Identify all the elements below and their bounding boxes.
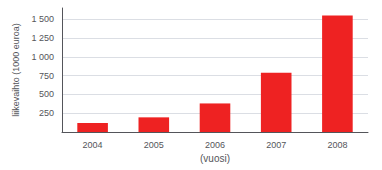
svg-text:2005: 2005 bbox=[144, 140, 164, 150]
svg-text:750: 750 bbox=[39, 71, 54, 81]
svg-text:250: 250 bbox=[39, 108, 54, 118]
svg-text:1 500: 1 500 bbox=[31, 14, 54, 24]
svg-text:1 250: 1 250 bbox=[31, 33, 54, 43]
svg-text:1 000: 1 000 bbox=[31, 52, 54, 62]
svg-text:2007: 2007 bbox=[266, 140, 286, 150]
svg-text:2006: 2006 bbox=[205, 140, 225, 150]
svg-text:liikevaihto (1000 euroa): liikevaihto (1000 euroa) bbox=[11, 23, 21, 117]
svg-text:2004: 2004 bbox=[83, 140, 103, 150]
svg-text:2008: 2008 bbox=[327, 140, 347, 150]
svg-text:500: 500 bbox=[39, 89, 54, 99]
svg-text:(vuosi): (vuosi) bbox=[200, 153, 230, 164]
